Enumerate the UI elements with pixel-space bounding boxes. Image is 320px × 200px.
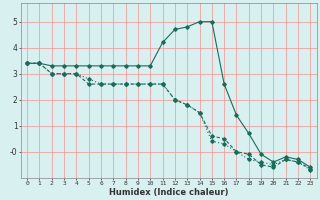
X-axis label: Humidex (Indice chaleur): Humidex (Indice chaleur)	[109, 188, 228, 197]
